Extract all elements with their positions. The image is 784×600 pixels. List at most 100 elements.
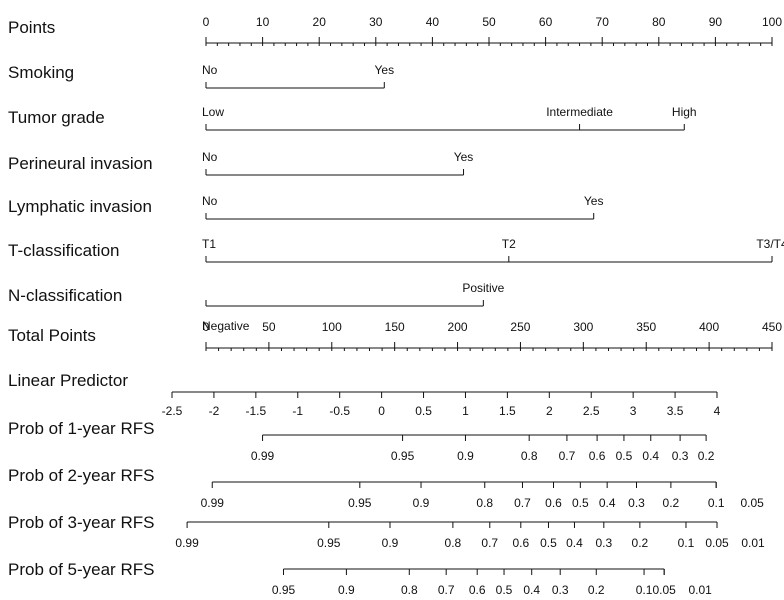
prob_2yr-tick-label: 0.1 — [708, 496, 725, 510]
prob_1yr-tick-label: 0.8 — [521, 449, 538, 463]
prob_1yr-tick-label: 0.95 — [391, 449, 415, 463]
tumor_grade-category-label: High — [672, 105, 697, 119]
prob_3yr-tick-label: 0.3 — [595, 536, 612, 550]
prob_3yr-tick-label: 0.1 — [678, 536, 695, 550]
prob_2yr-tick-label: 0.9 — [413, 496, 430, 510]
prob_2yr-tick-label: 0.3 — [628, 496, 645, 510]
points-tick-label: 10 — [256, 15, 270, 29]
row-label-perineural_invasion: Perineural invasion — [8, 154, 153, 173]
prob_3yr-tick-label: 0.5 — [540, 536, 557, 550]
linear_predictor-tick-label: -1 — [292, 404, 303, 418]
total_points-tick-label: 350 — [636, 320, 656, 334]
linear_predictor-tick-label: 0.5 — [415, 404, 432, 418]
prob_5yr-tick-label: 0.9 — [338, 583, 355, 597]
total_points-tick-label: 450 — [762, 320, 782, 334]
points-tick-label: 100 — [762, 15, 782, 29]
points-tick-label: 20 — [313, 15, 327, 29]
row-label-prob_2yr: Prob of 2-year RFS — [8, 466, 154, 485]
points-tick-label: 0 — [203, 15, 210, 29]
prob_5yr-tick-label: 0.3 — [552, 583, 569, 597]
prob_5yr-tick-label: 0.7 — [438, 583, 455, 597]
prob_5yr-tick-label: 0.05 — [652, 583, 676, 597]
prob_3yr-tick-label: 0.2 — [632, 536, 649, 550]
points-tick-label: 40 — [426, 15, 440, 29]
points-tick-label: 70 — [596, 15, 610, 29]
prob_2yr-tick-label: 0.05 — [740, 496, 764, 510]
row-label-n_classification: N-classification — [8, 286, 122, 305]
prob_1yr-tick-label: 0.5 — [616, 449, 633, 463]
row-label-prob_5yr: Prob of 5-year RFS — [8, 560, 154, 579]
prob_3yr-tick-label: 0.99 — [175, 536, 199, 550]
t_classification-category-label: T3/T4 — [756, 237, 784, 251]
linear_predictor-tick-label: 0 — [378, 404, 385, 418]
row-label-smoking: Smoking — [8, 63, 74, 82]
points-tick-label: 90 — [709, 15, 723, 29]
prob_2yr-tick-label: 0.4 — [599, 496, 616, 510]
prob_3yr-tick-label: 0.05 — [705, 536, 729, 550]
prob_5yr-tick-label: 0.8 — [401, 583, 418, 597]
total_points-tick-label: 300 — [573, 320, 593, 334]
t_classification-category-label: T1 — [202, 237, 216, 251]
prob_1yr-tick-label: 0.4 — [642, 449, 659, 463]
linear_predictor-tick-label: -1.5 — [246, 404, 267, 418]
linear_predictor-tick-label: -2.5 — [162, 404, 183, 418]
prob_5yr-tick-label: 0.6 — [469, 583, 486, 597]
linear_predictor-tick-label: 2.5 — [583, 404, 600, 418]
points-tick-label: 60 — [539, 15, 553, 29]
lymphatic_invasion-category-label: Yes — [584, 194, 604, 208]
prob_5yr-tick-label: 0.2 — [588, 583, 605, 597]
prob_1yr-tick-label: 0.7 — [559, 449, 576, 463]
prob_2yr-tick-label: 0.8 — [476, 496, 493, 510]
total_points-tick-label: 100 — [322, 320, 342, 334]
row-label-linear_predictor: Linear Predictor — [8, 371, 128, 390]
row-label-tumor_grade: Tumor grade — [8, 108, 105, 127]
linear_predictor-tick-label: -0.5 — [329, 404, 350, 418]
prob_3yr-tick-label: 0.6 — [512, 536, 529, 550]
linear_predictor-tick-label: -2 — [209, 404, 220, 418]
prob_5yr-tick-label: 0.4 — [523, 583, 540, 597]
prob_3yr-tick-label: 0.4 — [566, 536, 583, 550]
prob_3yr-tick-label: 0.01 — [741, 536, 765, 550]
prob_1yr-tick-label: 0.2 — [698, 449, 715, 463]
prob_1yr-tick-label: 0.6 — [589, 449, 606, 463]
total_points-tick-label: 50 — [262, 320, 276, 334]
row-label-prob_1yr: Prob of 1-year RFS — [8, 419, 154, 438]
total_points-tick-label: 0 — [203, 320, 210, 334]
t_classification-category-label: T2 — [502, 237, 516, 251]
row-label-lymphatic_invasion: Lymphatic invasion — [8, 197, 152, 216]
linear_predictor-tick-label: 3 — [630, 404, 637, 418]
prob_3yr-tick-label: 0.9 — [382, 536, 399, 550]
linear_predictor-tick-label: 1.5 — [499, 404, 516, 418]
prob_5yr-tick-label: 0.1 — [636, 583, 653, 597]
prob_2yr-tick-label: 0.6 — [545, 496, 562, 510]
n_classification-category-label: Positive — [462, 281, 504, 295]
linear_predictor-tick-label: 1 — [462, 404, 469, 418]
prob_5yr-tick-label: 0.5 — [496, 583, 513, 597]
total_points-tick-label: 250 — [510, 320, 530, 334]
perineural_invasion-category-label: No — [202, 150, 218, 164]
prob_3yr-tick-label: 0.95 — [317, 536, 341, 550]
prob_2yr-tick-label: 0.95 — [348, 496, 372, 510]
total_points-tick-label: 400 — [699, 320, 719, 334]
row-label-points: Points — [8, 18, 55, 37]
row-label-prob_3yr: Prob of 3-year RFS — [8, 513, 154, 532]
smoking-category-label: Yes — [375, 63, 395, 77]
row-label-t_classification: T-classification — [8, 241, 119, 260]
linear_predictor-tick-label: 3.5 — [667, 404, 684, 418]
points-tick-label: 30 — [369, 15, 383, 29]
prob_5yr-tick-label: 0.95 — [272, 583, 296, 597]
tumor_grade-category-label: Low — [202, 105, 224, 119]
prob_1yr-tick-label: 0.3 — [672, 449, 689, 463]
perineural_invasion-category-label: Yes — [454, 150, 474, 164]
prob_1yr-tick-label: 0.99 — [251, 449, 275, 463]
total_points-tick-label: 150 — [385, 320, 405, 334]
prob_3yr-tick-label: 0.8 — [445, 536, 462, 550]
prob_2yr-tick-label: 0.2 — [663, 496, 680, 510]
prob_3yr-tick-label: 0.7 — [481, 536, 498, 550]
lymphatic_invasion-category-label: No — [202, 194, 218, 208]
points-tick-label: 50 — [482, 15, 496, 29]
prob_1yr-tick-label: 0.9 — [457, 449, 474, 463]
linear_predictor-tick-label: 4 — [714, 404, 721, 418]
points-tick-label: 80 — [652, 15, 666, 29]
